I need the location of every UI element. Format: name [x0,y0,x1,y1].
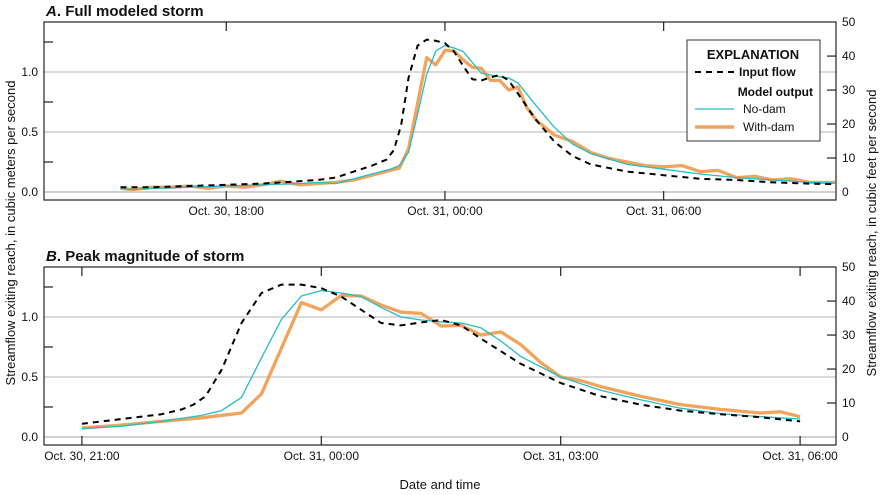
series-line-b-no-dam [81,289,801,430]
y-tick-label-left-b-2: 1.0 [21,310,38,324]
legend-group-label: Model output [738,85,813,99]
panel-b-letter: B [46,248,57,265]
x-axis-title: Date and time [400,477,481,492]
y-tick-label-right-b-4: 40 [842,294,856,308]
plot-frame-b [43,266,837,446]
x-tick-label-b-0: Oct. 30, 21:00 [44,449,120,463]
panel-b: B. Peak magnitude of storm 0.0 0.5 1.0 0 10 2… [21,248,855,463]
panel-a-title: A. Full modeled storm [45,3,204,20]
y-tick-label-right-a-3: 30 [842,83,856,97]
y-tick-label-right-b-5: 50 [842,260,856,274]
y-tick-label-right-b-1: 10 [842,396,856,410]
panel-a-letter: A [45,3,57,20]
y-tick-label-right-a-5: 50 [842,15,856,29]
y-tick-label-left-b-0: 0.0 [21,430,38,444]
x-tick-label-b-1: Oct. 31, 00:00 [284,449,360,463]
legend-with-dam-label: With-dam [743,120,794,134]
y-axis-title-right: Streamflow exiting reach, in cubic feet … [864,90,879,377]
legend-no-dam-label: No-dam [743,102,786,116]
panel-a-dot: . [57,3,65,20]
x-tick-label-a-0: Oct. 30, 18:00 [189,204,265,218]
y-tick-label-right-b-3: 30 [842,328,856,342]
legend-box [686,39,821,142]
series-line-a-no-dam [120,44,836,191]
legend-input-flow-label: Input flow [739,65,796,79]
y-tick-label-left-a-1: 0.5 [21,125,38,139]
legend-title: EXPLANATION [707,47,799,62]
y-tick-label-left-a-0: 0.0 [21,185,38,199]
y-tick-label-right-a-4: 40 [842,49,856,63]
x-tick-label-a-1: Oct. 31, 00:00 [407,204,483,218]
series-line-a-input-flow [120,38,836,189]
plot-frame-a [43,21,837,201]
y-tick-label-left-a-2: 1.0 [21,65,38,79]
y-tick-label-right-a-2: 20 [842,117,856,131]
x-tick-label-b-3: Oct. 31, 06:00 [762,449,838,463]
y-tick-label-left-b-1: 0.5 [21,370,38,384]
y-tick-label-right-a-1: 10 [842,151,856,165]
x-tick-label-b-2: Oct. 31, 03:00 [523,449,599,463]
y-tick-label-right-a-0: 0 [842,185,849,199]
y-axis-title-left: Streamflow exiting reach, in cubic meter… [3,81,18,386]
legend: EXPLANATION Input flow Model output No-d… [686,39,821,142]
panel-b-title-text: Peak magnitude of storm [65,248,244,265]
panel-b-title: B. Peak magnitude of storm [46,248,244,265]
x-tick-label-a-2: Oct. 31, 06:00 [626,204,702,218]
panel-b-dot: . [57,248,65,265]
series-line-b-input-flow [81,283,801,425]
panel-a-title-text: Full modeled storm [65,3,203,20]
y-tick-label-right-b-0: 0 [842,430,849,444]
series-line-b-with-dam [81,293,801,430]
y-tick-label-right-b-2: 20 [842,362,856,376]
